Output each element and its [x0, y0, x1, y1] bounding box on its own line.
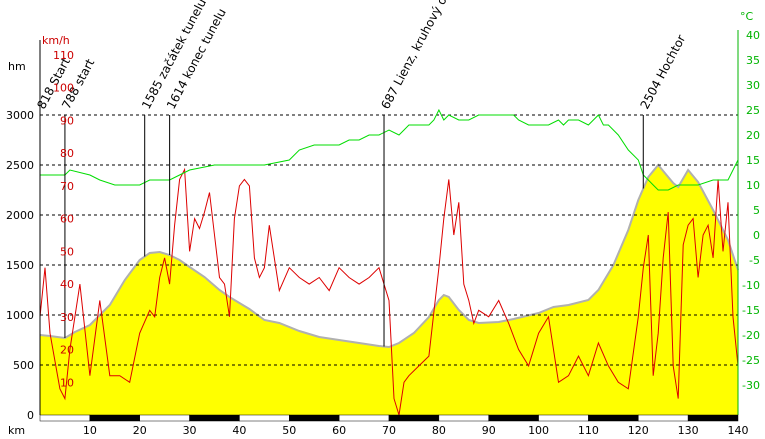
- x-tick-label: 110: [578, 424, 599, 437]
- speed-tick-label: 20: [60, 344, 74, 357]
- altitude-tick-label: 1000: [6, 309, 34, 322]
- temperature-tick-label: -10: [742, 279, 760, 292]
- altitude-tick-label: 1500: [6, 259, 34, 272]
- x-tick-label: 10: [83, 424, 97, 437]
- x-axis-segment: [488, 414, 539, 422]
- temperature-tick-label: 0: [753, 229, 760, 242]
- x-tick-label: 40: [232, 424, 246, 437]
- altitude-tick-label: 0: [27, 409, 34, 422]
- speed-tick-label: 100: [53, 82, 74, 95]
- speed-tick-label: 50: [60, 245, 74, 258]
- x-axis-segment: [39, 414, 91, 422]
- speed-tick-label: 40: [60, 278, 74, 291]
- temperature-tick-label: -5: [749, 254, 760, 267]
- altitude-tick-label: 2500: [6, 159, 34, 172]
- x-tick-label: 90: [482, 424, 496, 437]
- x-axis-segment: [687, 414, 739, 422]
- x-axis-segment: [139, 414, 190, 422]
- altitude-tick-label: 2000: [6, 209, 34, 222]
- speed-tick-label: 70: [60, 180, 74, 193]
- x-axis-segment: [438, 414, 489, 422]
- altitude-tick-label: 500: [13, 359, 34, 372]
- temperature-tick-label: -20: [742, 329, 760, 342]
- speed-tick-label: 30: [60, 311, 74, 324]
- grid-lines: [40, 114, 738, 366]
- speed-line: [39, 167, 739, 416]
- temperature-tick-label: -30: [742, 379, 760, 392]
- temperature-tick-label: 30: [746, 79, 760, 92]
- altitude-area: [40, 165, 738, 415]
- x-axis-segment: [538, 414, 589, 422]
- temperature-tick-label: 15: [746, 154, 760, 167]
- x-tick-label: 60: [332, 424, 346, 437]
- x-tick-label: 20: [133, 424, 147, 437]
- x-tick-label: 140: [728, 424, 749, 437]
- x-axis-label: km: [8, 424, 25, 437]
- x-axis-segment: [189, 414, 240, 422]
- series-areas: [39, 163, 739, 415]
- x-tick-label: 30: [183, 424, 197, 437]
- x-axis-segment: [588, 414, 639, 422]
- altitude-axis-label: hm: [8, 60, 26, 73]
- x-tick-label: 120: [628, 424, 649, 437]
- temperature-tick-label: 20: [746, 129, 760, 142]
- temperature-tick-label: 40: [746, 29, 760, 42]
- x-axis-segment: [338, 414, 390, 422]
- altitude-tick-label: 3000: [6, 109, 34, 122]
- speed-tick-label: 110: [53, 49, 74, 62]
- annotation-label: 2504 Hochtor: [638, 32, 689, 111]
- x-axis-segment: [239, 414, 290, 422]
- speed-tick-label: 90: [60, 114, 74, 127]
- temperature-tick-label: 5: [753, 204, 760, 217]
- x-tick-label: 80: [432, 424, 446, 437]
- speed-tick-label: 60: [60, 213, 74, 226]
- temperature-tick-label: -15: [742, 304, 760, 317]
- x-axis-segment: [638, 414, 689, 422]
- temperature-tick-label: -25: [742, 354, 760, 367]
- temperature-tick-label: 10: [746, 179, 760, 192]
- x-tick-label: 70: [382, 424, 396, 437]
- altitude-outline: [39, 163, 739, 349]
- x-tick-label: 130: [678, 424, 699, 437]
- axes: [39, 30, 739, 422]
- speed-tick-label: 80: [60, 147, 74, 160]
- temperature-axis-label: °C: [740, 10, 754, 23]
- x-axis-segment: [289, 414, 340, 422]
- x-axis-segment: [89, 414, 140, 422]
- x-tick-label: 100: [528, 424, 549, 437]
- speed-axis-label: km/h: [42, 34, 70, 47]
- temperature-tick-label: 25: [746, 104, 760, 117]
- temperature-tick-label: 35: [746, 54, 760, 67]
- annotation-label: 687 Lienz, kruhový objezd: [378, 0, 464, 111]
- x-tick-label: 50: [282, 424, 296, 437]
- x-axis-segment: [388, 414, 440, 422]
- axis-labels: 050010001500200025003000hm10203040506070…: [6, 10, 760, 437]
- speed-tick-label: 10: [60, 376, 74, 389]
